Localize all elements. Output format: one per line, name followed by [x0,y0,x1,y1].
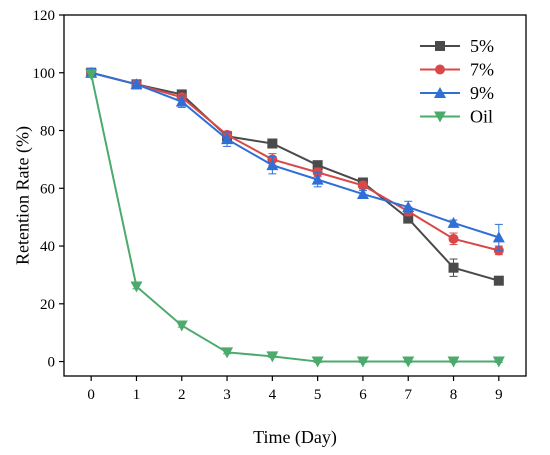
data-point [403,213,414,224]
series-line [90,71,500,282]
x-axis: 0 1 2 3 4 5 6 7 8 9 [87,376,503,403]
y-axis: 0 20 40 60 80 100 120 [33,8,64,371]
x-tick-label: 1 [133,387,141,403]
data-point [175,320,188,332]
data-point [130,281,143,293]
y-tick-label: 120 [33,8,56,24]
y-tick-label: 0 [48,355,56,371]
legend-label: 9% [470,83,494,103]
data-point [221,347,234,359]
data-point [447,356,460,368]
data-point [221,133,234,145]
data-point [175,95,188,107]
x-tick-label: 7 [404,387,412,403]
data-point [266,351,279,363]
x-tick-label: 3 [223,387,231,403]
series-4 [85,69,505,368]
legend-label: Oil [470,107,493,127]
legend-marker [435,64,445,75]
data-point [130,78,143,90]
data-point [311,356,324,368]
series-1 [86,67,504,286]
x-tick-label: 5 [314,387,322,403]
series-layer [85,66,505,368]
x-tick-label: 8 [450,387,458,403]
data-point [267,138,278,149]
legend-item: 7% [420,60,494,80]
data-point [492,356,505,368]
series-line [90,71,500,252]
data-point [266,159,279,171]
y-tick-label: 80 [40,124,55,140]
legend-item: 5% [420,36,494,56]
data-point [356,356,369,368]
data-point [448,262,459,273]
data-point [493,275,504,286]
y-axis-title: Retention Rate (%) [12,126,33,265]
x-axis-title: Time (Day) [253,427,337,448]
x-tick-label: 2 [178,387,186,403]
y-tick-label: 100 [33,66,56,82]
y-tick-label: 40 [40,239,55,255]
data-point [85,69,98,81]
plot-frame [63,14,527,377]
y-tick-label: 20 [40,297,55,313]
x-tick-label: 9 [495,387,503,403]
data-point [357,180,368,191]
legend-marker [434,87,446,98]
legend-marker [434,111,446,123]
legend-label: 7% [470,60,494,80]
series-line [90,73,499,363]
x-tick-label: 6 [359,387,367,403]
y-tick-label: 60 [40,181,55,197]
x-tick-label: 4 [269,387,277,403]
legend-marker [435,41,445,51]
data-point [402,201,415,213]
legend-item: Oil [420,107,493,127]
legend-label: 5% [470,36,494,56]
series-line [90,71,500,239]
data-point [402,356,415,368]
legend: 5% 7% 9% Oil [420,36,494,127]
legend-item: 9% [420,83,494,103]
data-point [447,216,460,228]
x-tick-label: 0 [87,387,95,403]
data-point [356,188,369,200]
data-point [448,233,459,244]
data-point [492,231,505,243]
data-point [311,173,324,185]
plot-border [63,14,527,377]
data-point [312,160,323,171]
